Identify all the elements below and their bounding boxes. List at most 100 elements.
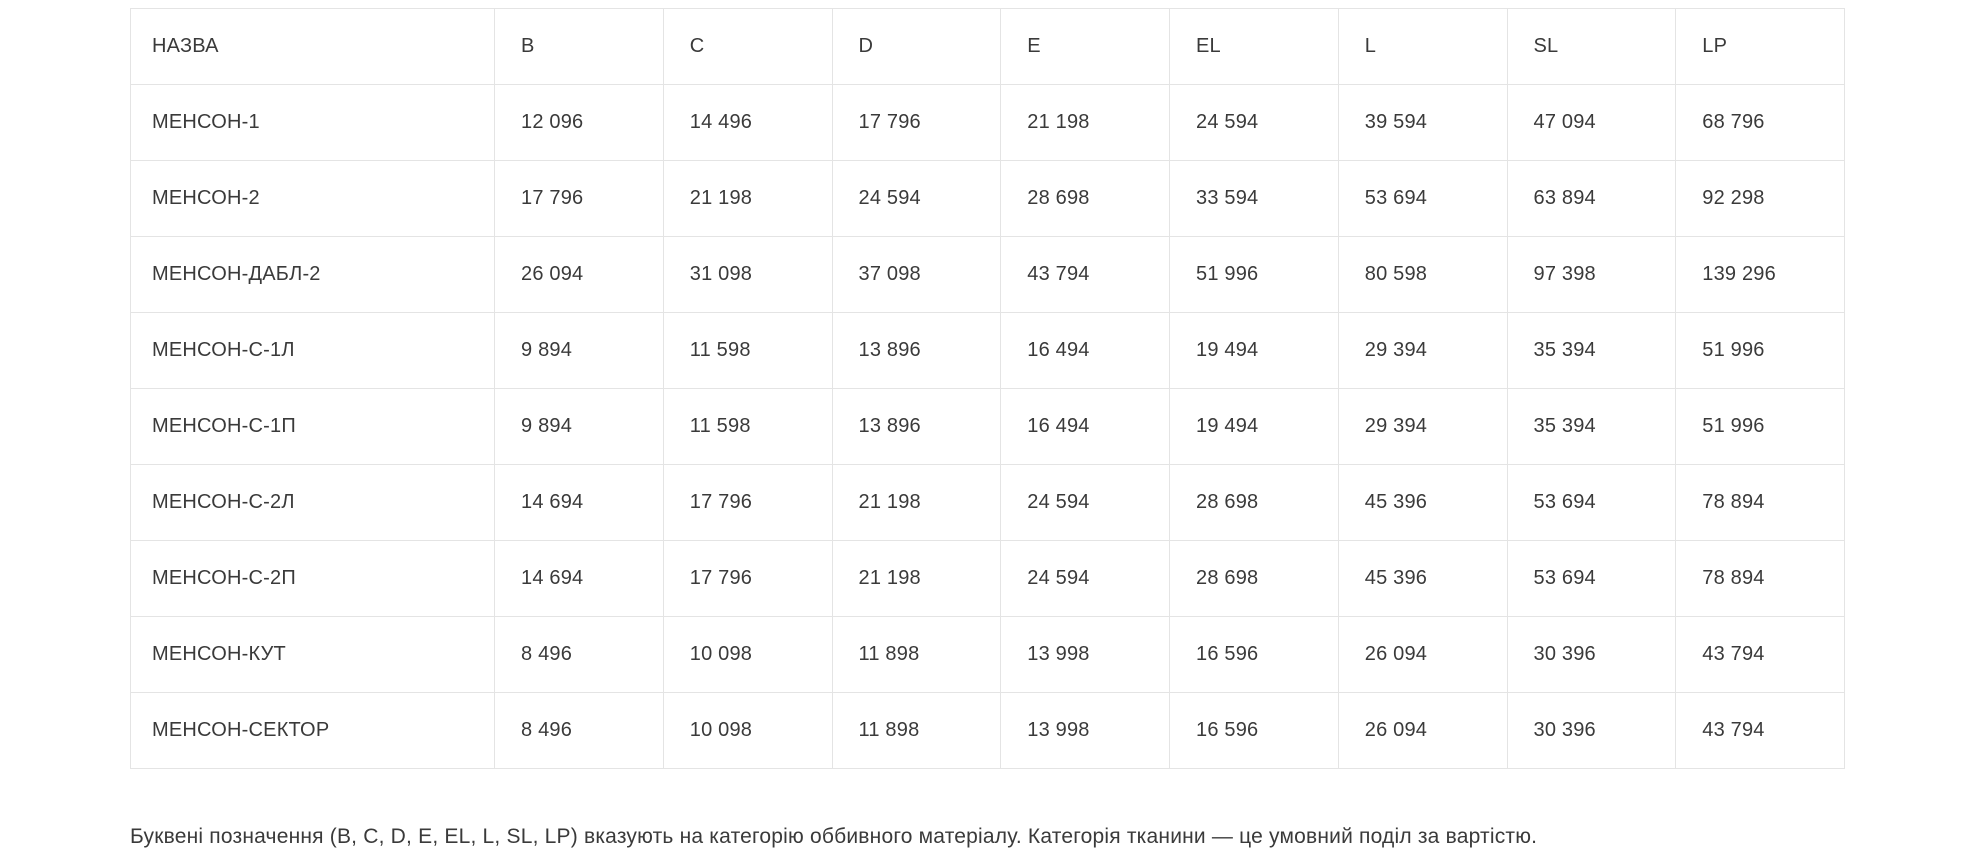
name-column-header: НАЗВА	[130, 8, 495, 85]
price-cell: 8 496	[494, 692, 664, 769]
category-column-header: D	[831, 8, 1002, 85]
price-cell: 28 698	[1169, 464, 1339, 541]
price-cell: 16 596	[1169, 692, 1339, 769]
fabric-category-footnote: Буквені позначення (B, C, D, E, EL, L, S…	[130, 825, 1538, 848]
price-cell: 43 794	[1000, 236, 1170, 313]
price-cell: 30 396	[1506, 616, 1677, 693]
price-cell: 51 996	[1675, 312, 1845, 389]
price-cell: 43 794	[1675, 616, 1845, 693]
price-cell: 21 198	[831, 464, 1002, 541]
price-cell: 14 694	[494, 464, 664, 541]
price-cell: 31 098	[662, 236, 833, 313]
table-row: МЕНСОН-2 17 796 21 198 24 594 28 698 33 594 53…	[130, 160, 1845, 237]
price-cell: 51 996	[1169, 236, 1339, 313]
table-body: МЕНСОН-1 12 096 14 496 17 796 21 198 24 594 39…	[130, 84, 1845, 769]
price-cell: 12 096	[494, 84, 664, 161]
price-cell: 53 694	[1506, 540, 1677, 617]
price-cell: 21 198	[1000, 84, 1170, 161]
price-cell: 17 796	[831, 84, 1002, 161]
price-cell: 19 494	[1169, 388, 1339, 465]
price-cell: 11 598	[662, 312, 833, 389]
price-table: НАЗВА B C D E EL L SL LP МЕНСОН-1 12 096 14 496 17 …	[130, 8, 1845, 769]
price-cell: 14 694	[494, 540, 664, 617]
price-cell: 63 894	[1506, 160, 1677, 237]
price-cell: 47 094	[1506, 84, 1677, 161]
table-row: МЕНСОН-С-2Л 14 694 17 796 21 198 24 594 28 69…	[130, 464, 1845, 541]
price-cell: 39 594	[1337, 84, 1508, 161]
price-cell: 26 094	[1337, 692, 1508, 769]
price-cell: 21 198	[831, 540, 1002, 617]
price-cell: 13 998	[1000, 616, 1170, 693]
price-cell: 10 098	[662, 692, 833, 769]
price-cell: 17 796	[662, 464, 833, 541]
price-cell: 35 394	[1506, 388, 1677, 465]
price-cell: 30 396	[1506, 692, 1677, 769]
table-row: МЕНСОН-ДАБЛ-2 26 094 31 098 37 098 43 794 51 …	[130, 236, 1845, 313]
price-cell: 28 698	[1000, 160, 1170, 237]
price-cell: 28 698	[1169, 540, 1339, 617]
price-cell: 11 898	[831, 692, 1002, 769]
price-cell: 26 094	[1337, 616, 1508, 693]
price-cell: 24 594	[831, 160, 1002, 237]
price-cell: 10 098	[662, 616, 833, 693]
table-header-row: НАЗВА B C D E EL L SL LP	[130, 8, 1845, 85]
table-row: МЕНСОН-СЕКТОР 8 496 10 098 11 898 13 998 16 5…	[130, 692, 1845, 769]
price-cell: 45 396	[1337, 464, 1508, 541]
price-cell: 16 494	[1000, 388, 1170, 465]
price-cell: 13 998	[1000, 692, 1170, 769]
price-cell: 14 496	[662, 84, 833, 161]
price-cell: 13 896	[831, 388, 1002, 465]
price-cell: 9 894	[494, 388, 664, 465]
price-cell: 24 594	[1000, 540, 1170, 617]
category-column-header: SL	[1506, 8, 1677, 85]
category-column-header: LP	[1675, 8, 1845, 85]
price-cell: 24 594	[1169, 84, 1339, 161]
price-cell: 78 894	[1675, 464, 1845, 541]
price-cell: 26 094	[494, 236, 664, 313]
price-cell: 17 796	[494, 160, 664, 237]
price-cell: 35 394	[1506, 312, 1677, 389]
price-cell: 19 494	[1169, 312, 1339, 389]
price-cell: 16 596	[1169, 616, 1339, 693]
product-name-cell: МЕНСОН-С-2Л	[130, 464, 495, 541]
product-name-cell: МЕНСОН-С-1П	[130, 388, 495, 465]
product-name-cell: МЕНСОН-СЕКТОР	[130, 692, 495, 769]
price-cell: 43 794	[1675, 692, 1845, 769]
price-cell: 21 198	[662, 160, 833, 237]
table-row: МЕНСОН-С-1Л 9 894 11 598 13 896 16 494 19 494…	[130, 312, 1845, 389]
price-cell: 92 298	[1675, 160, 1845, 237]
price-cell: 8 496	[494, 616, 664, 693]
product-name-cell: МЕНСОН-С-1Л	[130, 312, 495, 389]
price-cell: 11 898	[831, 616, 1002, 693]
price-cell: 139 296	[1675, 236, 1845, 313]
category-column-header: EL	[1169, 8, 1339, 85]
price-cell: 51 996	[1675, 388, 1845, 465]
price-cell: 68 796	[1675, 84, 1845, 161]
price-cell: 29 394	[1337, 388, 1508, 465]
price-cell: 78 894	[1675, 540, 1845, 617]
product-name-cell: МЕНСОН-ДАБЛ-2	[130, 236, 495, 313]
category-column-header: B	[494, 8, 664, 85]
price-cell: 11 598	[662, 388, 833, 465]
table-row: МЕНСОН-С-1П 9 894 11 598 13 896 16 494 19 494…	[130, 388, 1845, 465]
price-cell: 17 796	[662, 540, 833, 617]
price-cell: 37 098	[831, 236, 1002, 313]
product-name-cell: МЕНСОН-С-2П	[130, 540, 495, 617]
price-cell: 80 598	[1337, 236, 1508, 313]
price-cell: 24 594	[1000, 464, 1170, 541]
price-cell: 53 694	[1337, 160, 1508, 237]
price-table-head: НАЗВА B C D E EL L SL LP	[130, 8, 1845, 85]
table-row: МЕНСОН-1 12 096 14 496 17 796 21 198 24 594 39…	[130, 84, 1845, 161]
table-row: МЕНСОН-С-2П 14 694 17 796 21 198 24 594 28 69…	[130, 540, 1845, 617]
price-cell: 53 694	[1506, 464, 1677, 541]
price-cell: 16 494	[1000, 312, 1170, 389]
price-cell: 13 896	[831, 312, 1002, 389]
price-cell: 45 396	[1337, 540, 1508, 617]
price-cell: 97 398	[1506, 236, 1677, 313]
product-name-cell: МЕНСОН-1	[130, 84, 495, 161]
category-column-header: C	[662, 8, 833, 85]
category-column-header: L	[1337, 8, 1508, 85]
price-cell: 9 894	[494, 312, 664, 389]
category-column-header: E	[1000, 8, 1170, 85]
